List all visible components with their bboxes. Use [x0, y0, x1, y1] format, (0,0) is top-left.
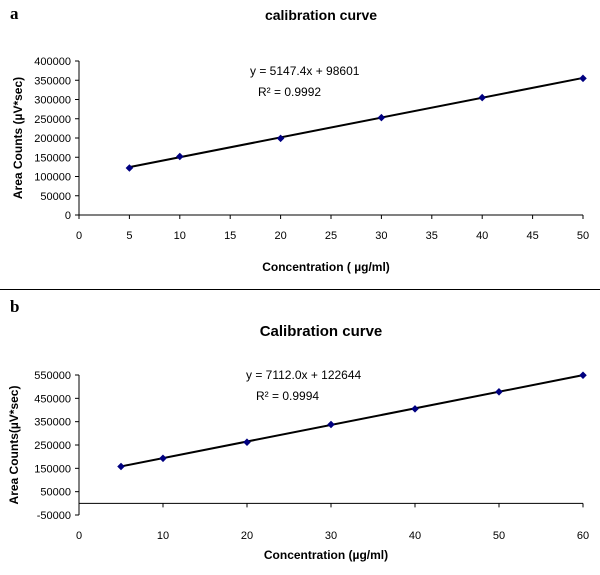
- chart-title-b: Calibration curve: [260, 323, 383, 340]
- x-tick-label: 20: [274, 230, 286, 242]
- x-tick-label: 15: [224, 230, 236, 242]
- data-point: [411, 405, 419, 413]
- x-tick-label: 60: [577, 530, 589, 542]
- y-tick-label: 0: [65, 210, 71, 222]
- data-point: [243, 438, 251, 446]
- x-tick-label: 10: [157, 530, 169, 542]
- trendline-b: [120, 374, 584, 468]
- x-tick-label: 5: [126, 230, 132, 242]
- x-tick-label: 0: [76, 230, 82, 242]
- y-tick-label: 250000: [34, 440, 71, 452]
- x-tick-label: 50: [493, 530, 505, 542]
- y-tick-label: 200000: [34, 133, 71, 145]
- data-point: [478, 93, 486, 102]
- x-tick-label: 25: [325, 230, 337, 242]
- chart-panel-a: a calibration curve 0 50000 100000 150000 200…: [10, 4, 589, 274]
- x-tick-label: 45: [526, 230, 538, 242]
- x-tick-label: 20: [241, 530, 253, 542]
- data-point: [579, 371, 587, 379]
- y-tick-label: 300000: [34, 95, 71, 107]
- x-axis-label-a: Concentration ( µg/ml): [262, 260, 390, 274]
- x-tick-label: 10: [174, 230, 186, 242]
- x-tick-label: 40: [409, 530, 421, 542]
- data-point: [327, 420, 335, 429]
- y-tick-label: 50000: [40, 191, 71, 203]
- panel-label-b: b: [10, 297, 20, 316]
- y-tick-label: 350000: [34, 417, 71, 429]
- r-squared-label-b: R² = 0.9994: [256, 389, 319, 403]
- x-tick-label: 50: [577, 230, 589, 242]
- x-axis-label-b: Concentration (µg/ml): [264, 548, 388, 562]
- y-tick-label: 100000: [34, 172, 71, 184]
- y-tick-label: 450000: [34, 393, 71, 405]
- x-tick-label: 35: [426, 230, 438, 242]
- chart-b-svg: Calibration curve -50000 50000 150000 250000…: [7, 323, 589, 562]
- panel-label-a: a: [10, 4, 19, 23]
- data-point: [125, 164, 134, 172]
- trendline-equation-b: y = 7112.0x + 122644: [246, 368, 362, 382]
- data-point: [159, 454, 167, 463]
- data-point: [377, 113, 386, 122]
- y-tick-label: -50000: [37, 510, 71, 522]
- r-squared-label-a: R² = 0.9992: [258, 85, 321, 99]
- data-point: [579, 74, 587, 83]
- data-point: [176, 152, 184, 161]
- x-tick-label: 0: [76, 530, 82, 542]
- y-tick-label: 550000: [34, 370, 71, 382]
- y-tick-label: 350000: [34, 75, 71, 87]
- y-axis-label-a: Area Counts (µV*sec): [11, 77, 25, 199]
- y-tick-label: 400000: [34, 56, 71, 68]
- y-axis-label-b: Area Counts(µV*sec): [7, 386, 21, 505]
- chart-panel-b: b Calibration curve -50000 50000 150000 2500…: [0, 293, 600, 575]
- data-point: [276, 134, 285, 143]
- chart-a-svg: calibration curve 0 50000 100000 150000 20000…: [11, 7, 589, 274]
- data-point: [495, 388, 503, 396]
- y-tick-label: 150000: [34, 152, 71, 164]
- chart-title-a: calibration curve: [265, 7, 377, 23]
- y-tick-label: 150000: [34, 463, 71, 475]
- trendline-equation-a: y = 5147.4x + 98601: [250, 64, 360, 78]
- y-tick-label: 250000: [34, 114, 71, 126]
- x-tick-label: 30: [375, 230, 387, 242]
- y-tick-label: 50000: [40, 487, 71, 499]
- data-point: [117, 462, 125, 471]
- x-tick-label: 30: [325, 530, 337, 542]
- x-tick-label: 40: [476, 230, 488, 242]
- trendline-a: [129, 76, 584, 169]
- panel-divider: [0, 289, 600, 290]
